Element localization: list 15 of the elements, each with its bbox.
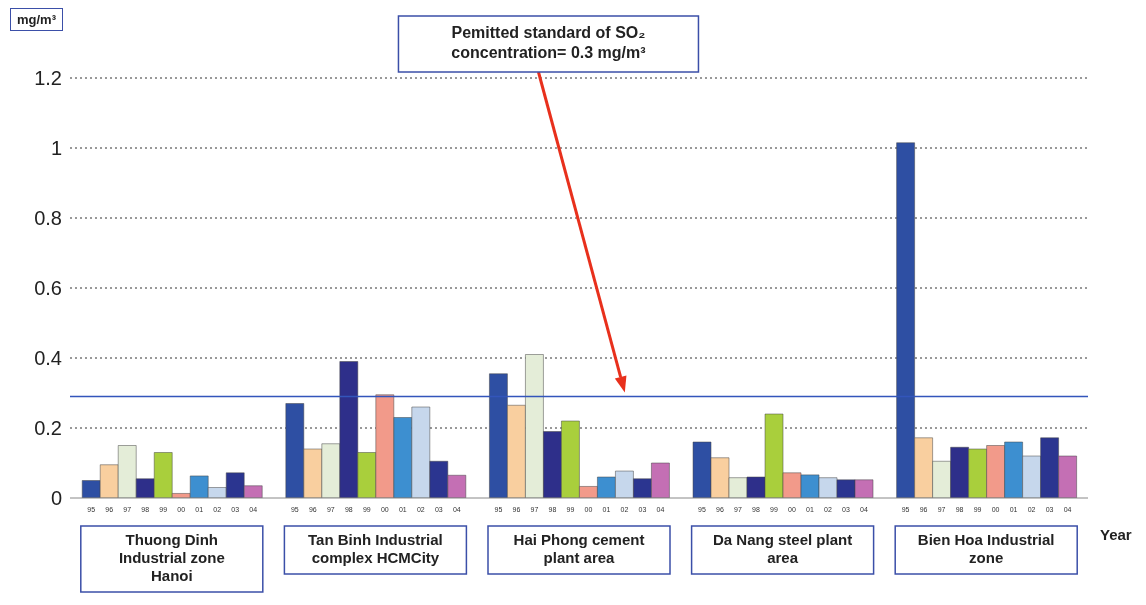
y-tick-label: 1.2 <box>34 67 62 90</box>
x-axis-title: Year <box>1100 526 1132 543</box>
x-tick-label: Da Nang steel plant area <box>713 531 853 566</box>
y-tick-label: 0.4 <box>34 347 62 370</box>
y-axis-title: mg/m³ <box>10 8 63 31</box>
text: Pemitted standard of SO₂ concentration= 0.3 mg/m³ <box>451 24 646 61</box>
y-tick-label: 0.6 <box>34 277 62 300</box>
x-tick-label: Bien Hoa Industrial zone <box>917 531 1055 566</box>
y-tick-label: 0.2 <box>34 417 62 440</box>
x-tick-label: Thuong Dinh Industrial zone Hanoi <box>118 531 225 584</box>
y-tick-label: 0 <box>50 487 62 510</box>
y-tick-label: 1 <box>50 137 62 160</box>
y-tick-label: 0.8 <box>34 207 62 230</box>
x-tick-label: Tan Binh Industrial complex HCMCity <box>308 531 443 566</box>
x-tick-label: Hai Phong cement plant area <box>513 531 645 566</box>
